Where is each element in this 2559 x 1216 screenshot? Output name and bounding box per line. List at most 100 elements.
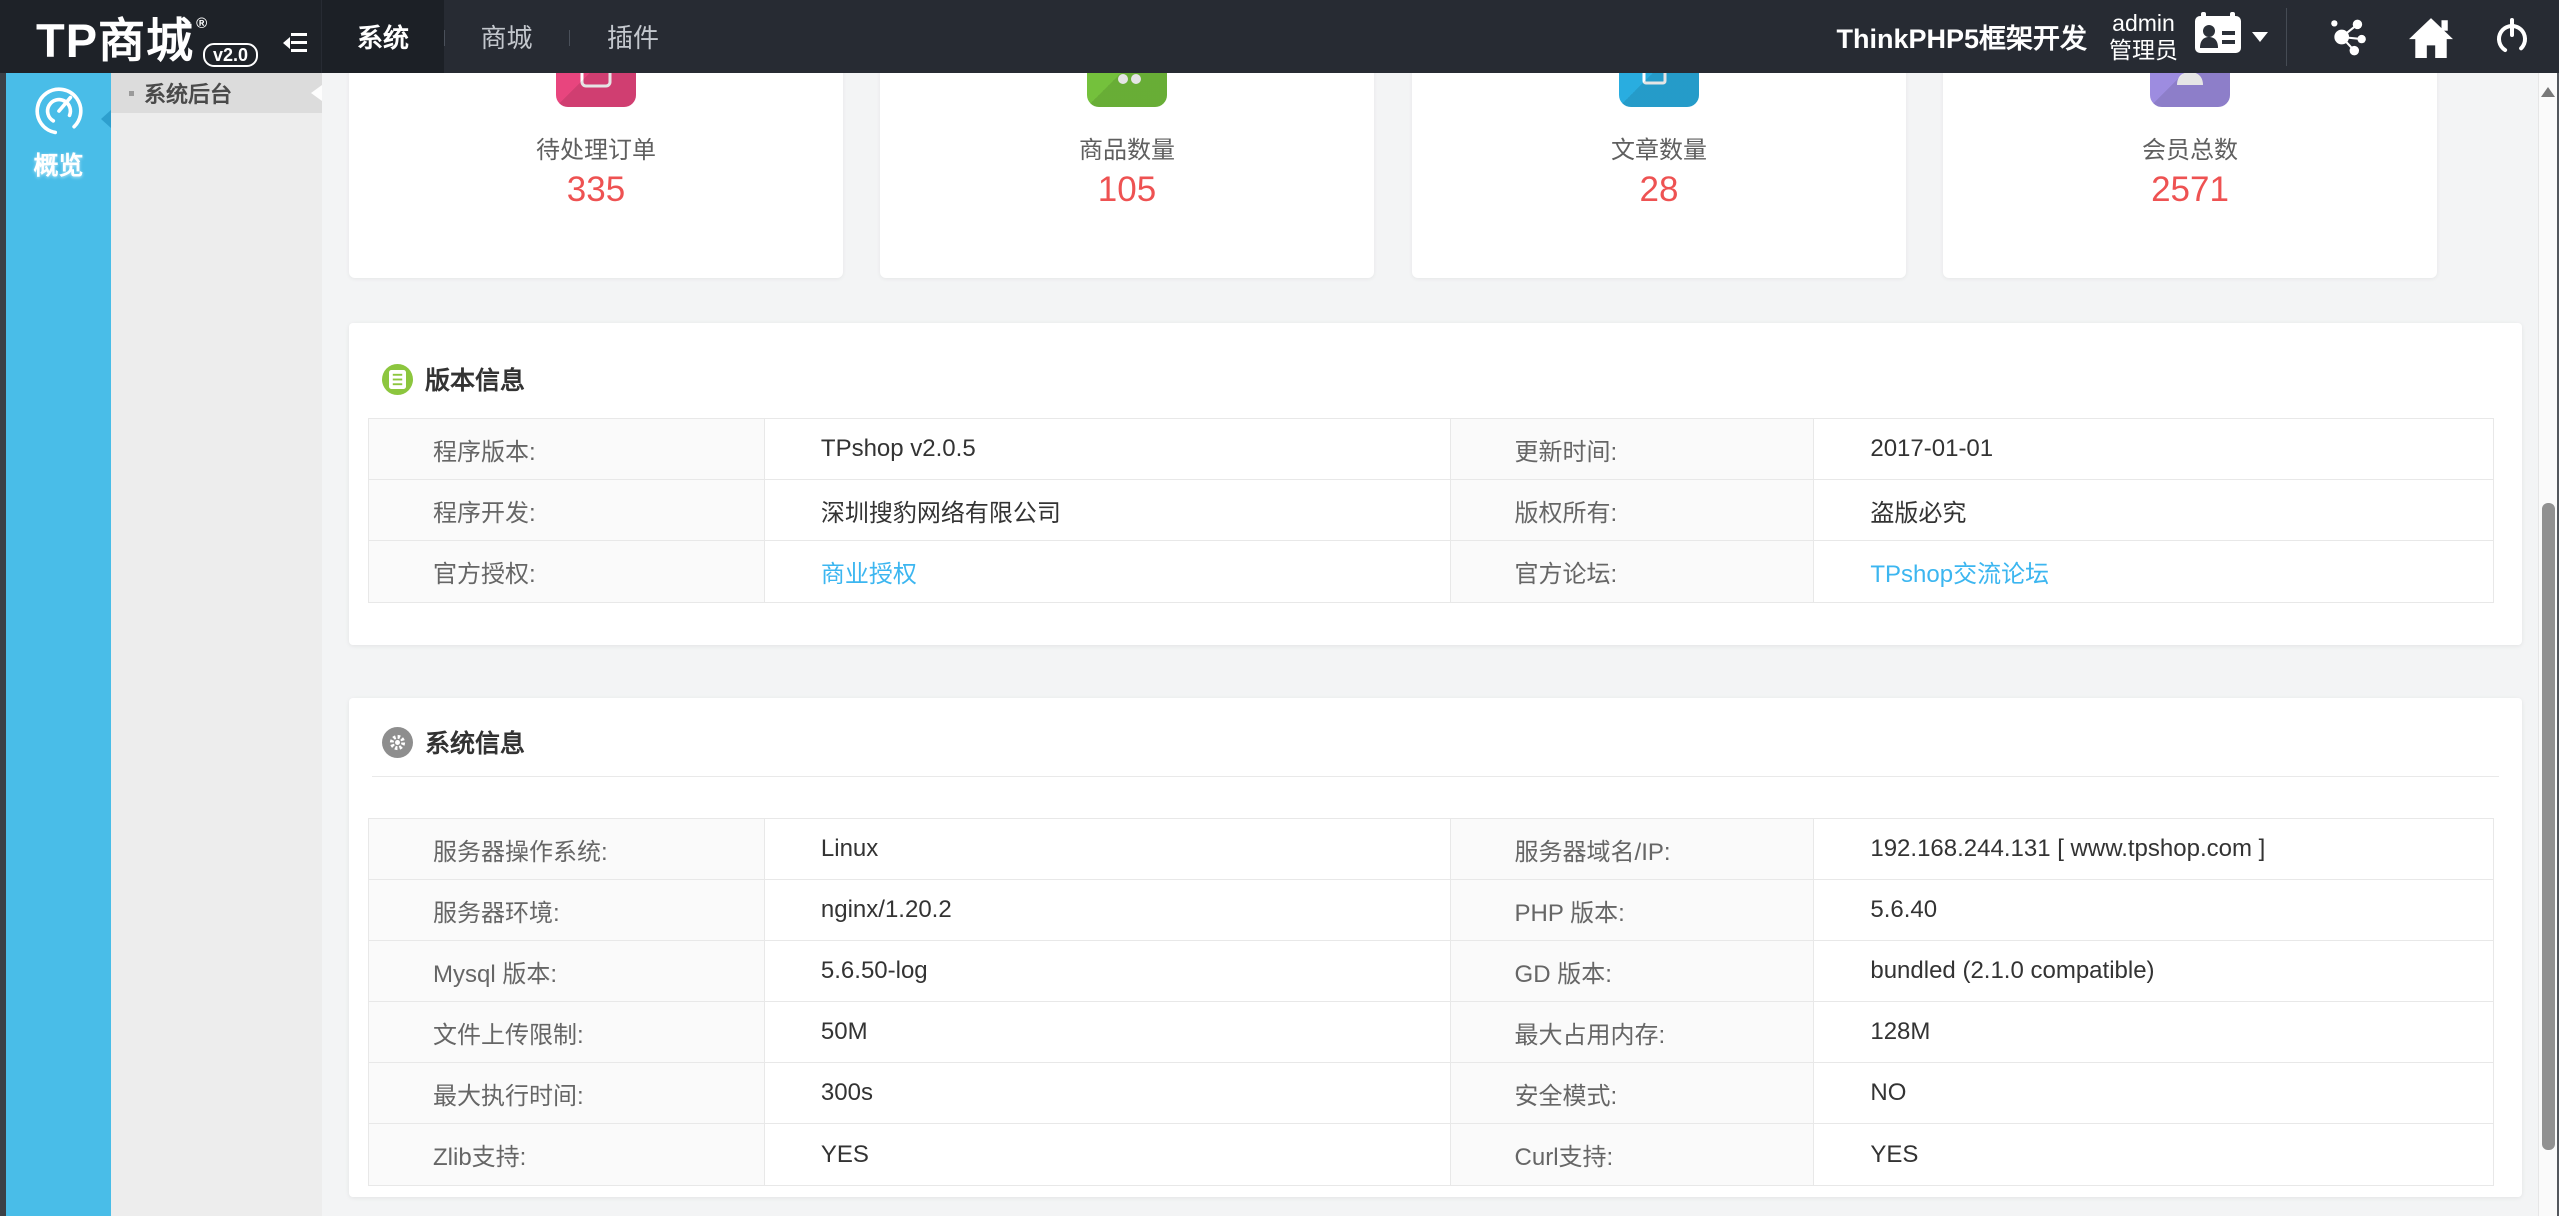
framework-text: ThinkPHP5框架开发 bbox=[1836, 24, 2087, 54]
sidebar: 概览 bbox=[6, 73, 111, 1216]
sidebar-item-label: 概览 bbox=[33, 152, 84, 180]
table-label: 服务器域名/IP: bbox=[1450, 819, 1815, 879]
sidebar-item-overview[interactable]: 概览 bbox=[6, 83, 111, 182]
table-row: Mysql 版本: 5.6.50-log GD 版本: bundled (2.1… bbox=[369, 941, 2493, 1002]
table-value: YES bbox=[1870, 1140, 1919, 1168]
version-info-card: 版本信息 程序版本: TPshop v2.0.5 更新时间: 2017-01-0… bbox=[349, 323, 2522, 645]
table-label: 官方授权: bbox=[369, 541, 765, 602]
table-value: 300s bbox=[765, 1063, 1451, 1123]
home-icon[interactable] bbox=[2409, 16, 2453, 58]
caret-down-icon[interactable] bbox=[2252, 31, 2268, 42]
power-icon[interactable] bbox=[2493, 17, 2531, 56]
user-role: 管理员 bbox=[2109, 36, 2178, 63]
system-section-header: 系统信息 bbox=[382, 726, 525, 758]
logo-text: TP商城 bbox=[36, 14, 195, 67]
commercial-license-link[interactable]: 商业授权 bbox=[820, 561, 917, 588]
table-label: 更新时间: bbox=[1450, 419, 1815, 479]
table-value: 128M bbox=[1870, 1018, 1931, 1045]
section-title: 版本信息 bbox=[425, 367, 526, 395]
top-nav: TP商城 ® v2.0 系统 商城 插件 ThinkPHP5框架开发 admin … bbox=[0, 0, 2559, 73]
nav-item-label: 插件 bbox=[606, 23, 659, 53]
version-badge: v2.0 bbox=[203, 43, 259, 67]
logo-area bbox=[0, 0, 321, 73]
table-row: 程序开发: 深圳搜豹网络有限公司 版权所有: 盗版必究 bbox=[369, 480, 2493, 541]
nav-item-plugins[interactable]: 插件 bbox=[569, 0, 697, 73]
submenu-item-system-backend[interactable]: 系统后台 bbox=[111, 73, 322, 113]
table-label: 安全模式: bbox=[1450, 1063, 1815, 1123]
table-value: 2017-01-01 bbox=[1870, 435, 1994, 462]
table-value: Linux bbox=[765, 819, 1451, 879]
stat-value: 2571 bbox=[2151, 170, 2229, 209]
table-label: 服务器操作系统: bbox=[369, 819, 765, 879]
window-edge-right bbox=[2557, 0, 2559, 1216]
stat-value: 28 bbox=[1639, 170, 1679, 209]
version-section-header: 版本信息 bbox=[382, 363, 525, 395]
window-edge-left bbox=[0, 0, 6, 1216]
nav-item-label: 商城 bbox=[480, 23, 533, 53]
table-label: GD 版本: bbox=[1450, 941, 1815, 1001]
table-label: Zlib支持: bbox=[369, 1124, 765, 1185]
system-info-card: 系统信息 服务器操作系统: Linux 服务器域名/IP: 192.168.24… bbox=[349, 698, 2522, 1197]
scrollbar-thumb[interactable] bbox=[2542, 503, 2555, 1150]
section-title: 系统信息 bbox=[425, 730, 526, 758]
table-value: TPshop交流论坛 bbox=[1814, 541, 2493, 602]
nav-item-system[interactable]: 系统 bbox=[322, 0, 444, 73]
table-value: 192.168.244.131 [ www.tpshop.com ] bbox=[1870, 835, 2266, 862]
table-label: 官方论坛: bbox=[1450, 541, 1815, 602]
scrollbar-up-arrow[interactable] bbox=[2541, 87, 2555, 97]
stat-value: 105 bbox=[1097, 170, 1157, 209]
table-label: 服务器环境: bbox=[369, 880, 765, 940]
table-value: 50M bbox=[765, 1002, 1451, 1062]
nav-separator bbox=[444, 30, 445, 46]
table-label: Curl支持: bbox=[1450, 1124, 1815, 1185]
table-label: 程序版本: bbox=[369, 419, 765, 479]
nav-item-label: 系统 bbox=[356, 23, 409, 53]
table-row: 程序版本: TPshop v2.0.5 更新时间: 2017-01-01 bbox=[369, 419, 2493, 480]
share-nodes-icon[interactable] bbox=[2327, 16, 2369, 58]
gauge-icon bbox=[31, 87, 87, 143]
brand-logo[interactable]: TP商城 ® bbox=[36, 0, 208, 73]
bullet-icon bbox=[129, 90, 134, 96]
table-value: 深圳搜豹网络有限公司 bbox=[765, 480, 1451, 540]
stat-label: 文章数量 bbox=[1611, 137, 1707, 164]
table-value: YES bbox=[765, 1124, 1451, 1185]
table-value: NO bbox=[1870, 1079, 1907, 1106]
table-label: 版权所有: bbox=[1450, 480, 1815, 540]
submenu-item-label: 系统后台 bbox=[144, 82, 233, 107]
table-value: 商业授权 bbox=[765, 541, 1451, 602]
system-info-table: 服务器操作系统: Linux 服务器域名/IP: 192.168.244.131… bbox=[368, 818, 2494, 1186]
table-row: 官方授权: 商业授权 官方论坛: TPshop交流论坛 bbox=[369, 541, 2493, 602]
table-label: 程序开发: bbox=[369, 480, 765, 540]
table-row: 服务器环境: nginx/1.20.2 PHP 版本: 5.6.40 bbox=[369, 880, 2493, 941]
menu-fold-icon[interactable] bbox=[283, 33, 307, 52]
nav-vertical-divider bbox=[2286, 7, 2287, 66]
username: admin bbox=[2112, 9, 2175, 36]
table-row: 最大执行时间: 300s 安全模式: NO bbox=[369, 1063, 2493, 1124]
stat-value: 335 bbox=[566, 170, 626, 209]
id-card-icon[interactable] bbox=[2194, 12, 2242, 61]
nav-item-shop[interactable]: 商城 bbox=[444, 0, 569, 73]
version-info-table: 程序版本: TPshop v2.0.5 更新时间: 2017-01-01 程序开… bbox=[368, 418, 2494, 603]
gear-icon bbox=[382, 726, 413, 758]
submenu-active-arrow bbox=[311, 85, 322, 101]
table-row: Zlib支持: YES Curl支持: YES bbox=[369, 1124, 2493, 1185]
user-block[interactable]: admin 管理员 bbox=[2109, 10, 2178, 64]
document-icon bbox=[382, 363, 413, 395]
stat-label: 商品数量 bbox=[1079, 137, 1175, 164]
sidebar-active-arrow bbox=[101, 110, 111, 128]
official-forum-link[interactable]: TPshop交流论坛 bbox=[1870, 561, 2050, 588]
scrollbar-track[interactable] bbox=[2538, 73, 2557, 1216]
table-row: 文件上传限制: 50M 最大占用内存: 128M bbox=[369, 1002, 2493, 1063]
table-value: bundled (2.1.0 compatible) bbox=[1870, 957, 2155, 984]
table-label: PHP 版本: bbox=[1450, 880, 1815, 940]
table-label: 最大占用内存: bbox=[1450, 1002, 1815, 1062]
table-value: 盗版必究 bbox=[1870, 499, 1967, 527]
section-divider bbox=[372, 776, 2499, 777]
nav-right-group: ThinkPHP5框架开发 admin 管理员 bbox=[1836, 0, 2559, 73]
table-value: 5.6.50-log bbox=[765, 941, 1451, 1001]
stat-label: 会员总数 bbox=[2142, 137, 2238, 164]
table-value: nginx/1.20.2 bbox=[765, 880, 1451, 940]
stat-label: 待处理订单 bbox=[536, 137, 656, 164]
table-label: 文件上传限制: bbox=[369, 1002, 765, 1062]
table-label: 最大执行时间: bbox=[369, 1063, 765, 1123]
